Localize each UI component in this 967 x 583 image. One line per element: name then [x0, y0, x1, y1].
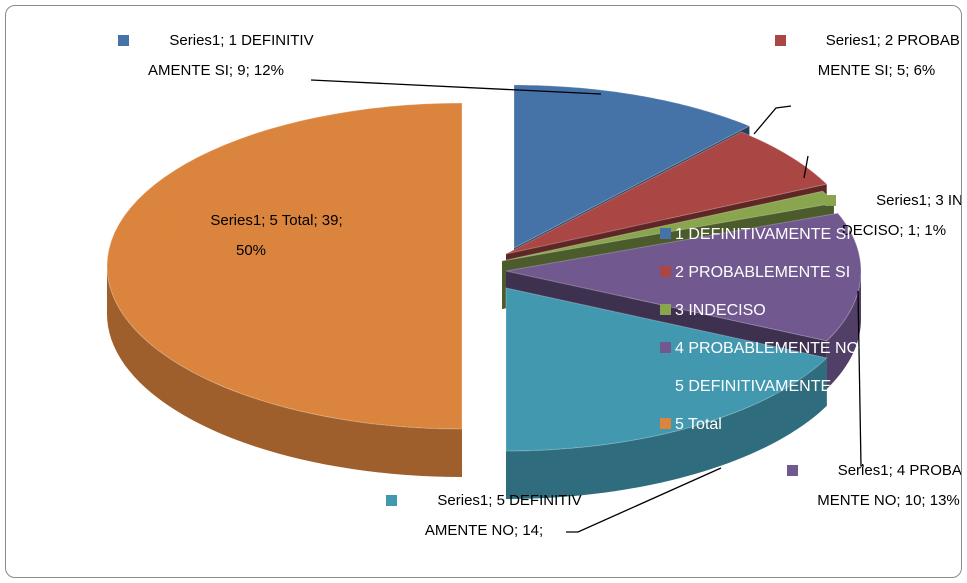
- legend-swatch: [660, 342, 671, 353]
- label-marker: [118, 35, 130, 46]
- chart: Series1; 1 DEFINITIVAMENTE SI; 9; 12% Ser…: [5, 5, 962, 578]
- data-label-text: Series1; 1 DEFINITIVAMENTE SI; 9; 12%: [148, 32, 314, 79]
- legend-item: 4 PROBABLEMENTE NO: [660, 340, 859, 358]
- data-label-text: Series1; 3 INDECISO; 1; 1%: [841, 192, 962, 239]
- data-label-text: Series1; 4 PROBABLEMENTE NO; 10; 13%: [817, 462, 962, 509]
- data-label: Series1; 5 DEFINITIVAMENTE NO; 14;: [384, 486, 584, 546]
- slice: [106, 102, 463, 430]
- label-marker: [774, 35, 786, 46]
- legend-label: 5 DEFINITIVAMENTE NO: [675, 378, 860, 395]
- legend-swatch: [660, 380, 671, 391]
- legend-item: 5 DEFINITIVAMENTE NO: [660, 378, 860, 396]
- label-marker: [825, 195, 837, 206]
- legend-item: 3 INDECISO: [660, 302, 766, 320]
- legend-item: 2 PROBABLEMENTE SI: [660, 264, 850, 282]
- legend-label: 4 PROBABLEMENTE NO: [675, 340, 860, 357]
- leader-line: [803, 155, 809, 179]
- leader-line: [753, 105, 792, 135]
- legend-label: 1 DEFINITIVAMENTE SI: [675, 226, 851, 243]
- leader-lines: [310, 79, 864, 533]
- data-label-text: Series1; 2 PROBABLEMENTE SI; 5; 6%: [817, 32, 961, 79]
- slice: [505, 131, 828, 255]
- data-label: Series1; 4 PROBABLEMENTE NO; 10; 13%: [786, 456, 962, 516]
- leader-line: [566, 467, 722, 533]
- slice-side: [826, 271, 861, 389]
- legend-swatch: [660, 304, 671, 315]
- leader-line: [857, 290, 864, 467]
- data-label-text: Series1; 5 Total; 39; 50%: [210, 212, 343, 259]
- slice: [513, 84, 751, 249]
- data-label: Series1; 1 DEFINITIVAMENTE SI; 9; 12%: [116, 26, 316, 86]
- legend-swatch: [660, 228, 671, 239]
- pie-area: [106, 79, 864, 533]
- label-marker: [159, 215, 171, 226]
- legend-label: 2 PROBABLEMENTE SI: [675, 264, 851, 281]
- slice: [505, 212, 862, 342]
- data-label: Series1; 5 Total; 39; 50%: [156, 206, 346, 266]
- slice-side: [506, 357, 827, 499]
- label-marker: [786, 465, 798, 476]
- legend-item: 5 Total: [660, 416, 722, 434]
- data-label: Series1; 3 INDECISO; 1; 1%: [824, 186, 962, 246]
- legend-label: 3 INDECISO: [675, 302, 766, 319]
- legend-swatch: [660, 418, 671, 429]
- legend-swatch: [660, 266, 671, 277]
- slice: [505, 287, 828, 452]
- leader-line: [310, 79, 602, 95]
- data-label: Series1; 2 PROBABLEMENTE SI; 5; 6%: [774, 26, 961, 86]
- legend-label: 5 Total: [675, 416, 722, 433]
- slice-side: [107, 266, 462, 477]
- legend-item: 1 DEFINITIVAMENTE SI: [660, 226, 851, 244]
- data-label-text: Series1; 5 DEFINITIVAMENTE NO; 14;: [424, 492, 582, 539]
- label-marker: [386, 495, 398, 506]
